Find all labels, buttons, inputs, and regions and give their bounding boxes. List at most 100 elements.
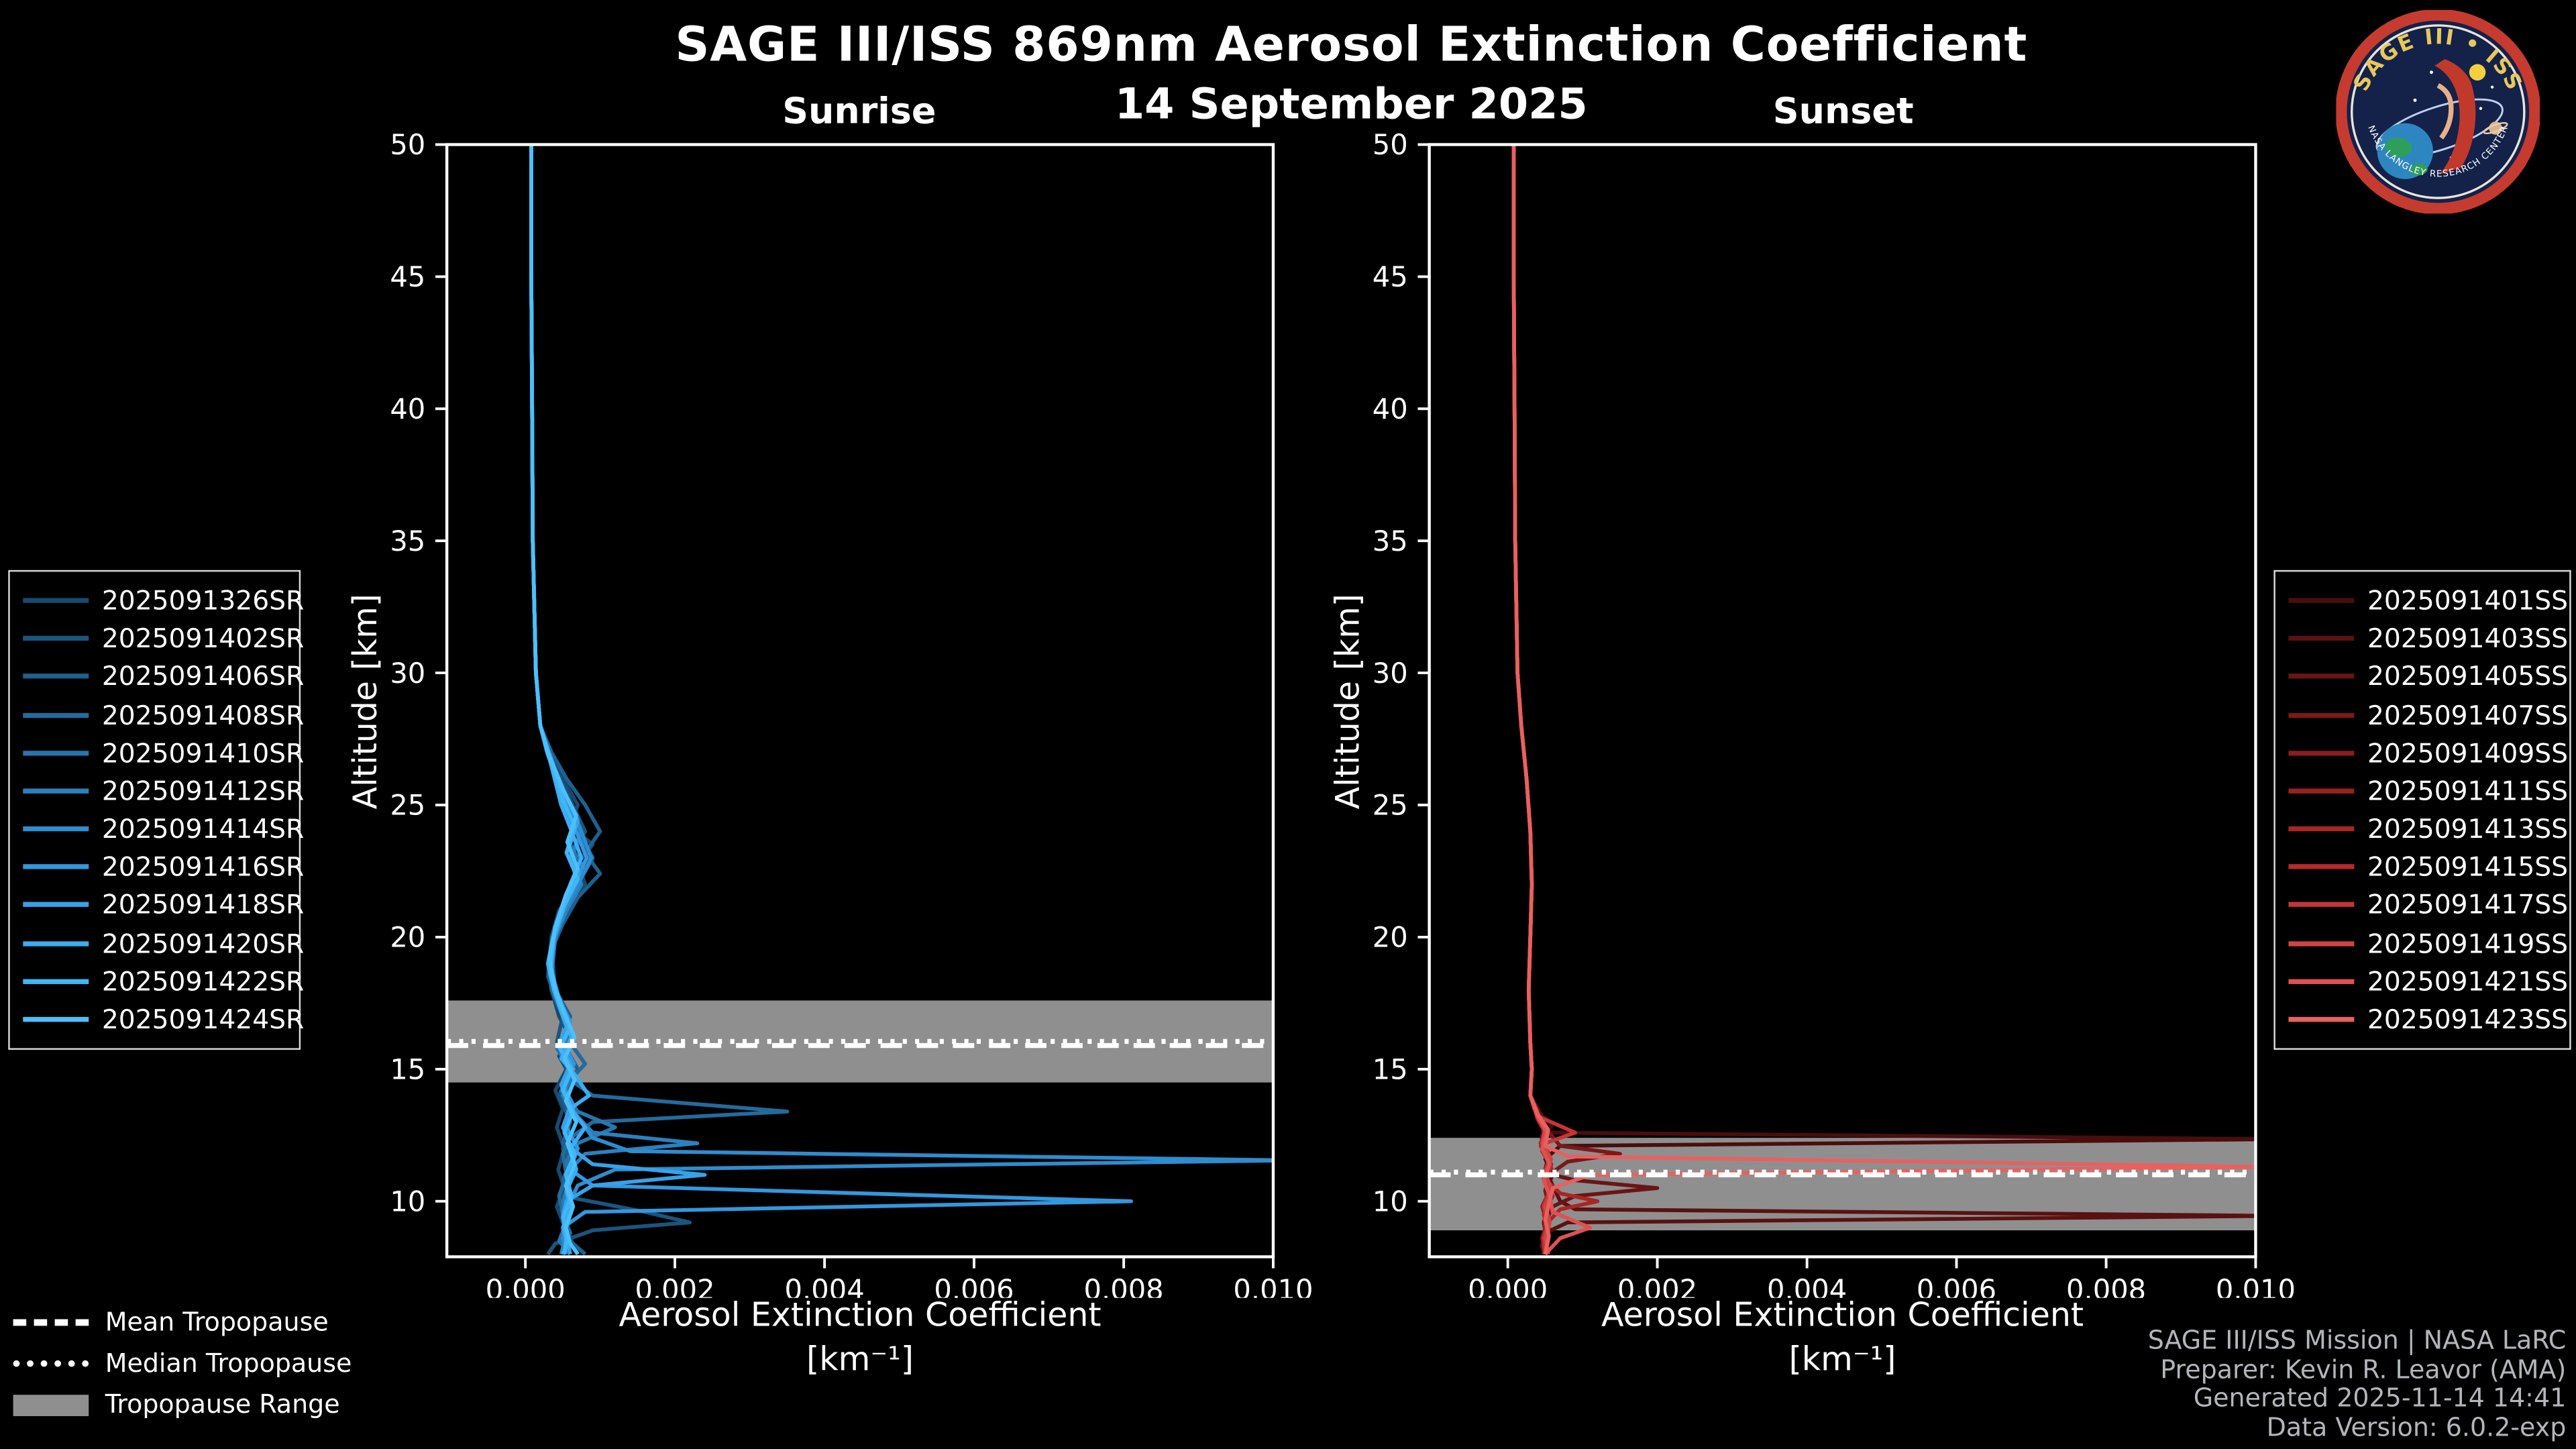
footer-line: Generated 2025-11-14 14:41 <box>2193 1383 2567 1414</box>
y-tick-label: 30 <box>1373 657 1408 690</box>
legend-label: 2025091409SS <box>2367 737 2569 769</box>
mean-tropopause-legend-item: Mean Tropopause <box>13 1306 352 1339</box>
legend-label: 2025091421SS <box>2367 965 2569 998</box>
tropopause-range-legend-item: Tropopause Range <box>13 1388 352 1421</box>
legend-label: 2025091326SR <box>101 585 305 616</box>
legend-label: 2025091419SS <box>2367 927 2569 959</box>
sunrise-xlabel-units: [km⁻¹] <box>806 1338 914 1379</box>
legend-item-2025091419SS: 2025091419SS <box>2288 924 2568 963</box>
profile-line-2025091405SS <box>1511 144 1660 1255</box>
legend-line-swatch <box>2288 598 2355 603</box>
legend-label: 2025091407SS <box>2367 699 2569 731</box>
legend-line-swatch <box>2288 826 2355 832</box>
sunset-xlabel-units: [km⁻¹] <box>1788 1338 1896 1379</box>
legend-label: 2025091422SR <box>101 965 305 998</box>
y-tick-label: 10 <box>390 1185 425 1218</box>
legend-line-swatch <box>2288 674 2355 680</box>
legend-item-2025091417SS: 2025091417SS <box>2288 886 2568 924</box>
legend-item-2025091408SR: 2025091408SR <box>23 696 304 734</box>
logo-sun <box>2469 64 2486 81</box>
legend-line-swatch <box>23 941 89 946</box>
legend-item-2025091415SS: 2025091415SS <box>2288 848 2568 886</box>
y-tick-label: 45 <box>1373 260 1408 293</box>
x-tick-label: 0.010 <box>2216 1273 2296 1298</box>
logo-sage-figure <box>2434 59 2476 174</box>
legend-line-swatch <box>23 826 89 832</box>
legend-line-swatch <box>23 1016 89 1022</box>
y-tick-label: 40 <box>1373 392 1408 425</box>
legend-item-2025091421SS: 2025091421SS <box>2288 962 2568 1000</box>
profile-line-2025091413SS <box>1511 144 1600 1255</box>
legend-label: 2025091402SR <box>101 623 305 655</box>
legend-item-2025091406SR: 2025091406SR <box>23 657 304 696</box>
legend-label: 2025091401SS <box>2367 585 2569 616</box>
legend-item-2025091413SS: 2025091413SS <box>2288 810 2568 848</box>
x-tick-label: 0.000 <box>1468 1273 1548 1298</box>
legend-item-2025091401SS: 2025091401SS <box>2288 582 2568 620</box>
plot-frame <box>445 143 1275 1258</box>
sunset-panel-title: Sunset <box>1772 92 1914 133</box>
x-tick-label: 0.002 <box>1617 1273 1697 1298</box>
tropopause-legend: Mean Tropopause Median Tropopause Tropop… <box>13 1306 352 1421</box>
page-title: SAGE III/ISS 869nm Aerosol Extinction Co… <box>675 16 2028 72</box>
legend-label: 2025091418SR <box>101 890 305 921</box>
legend-item-2025091409SS: 2025091409SS <box>2288 734 2568 772</box>
y-tick-label: 20 <box>1373 921 1408 954</box>
y-tick-label: 45 <box>390 260 425 293</box>
y-tick-label: 20 <box>390 921 425 954</box>
legend-item-2025091326SR: 2025091326SR <box>23 582 304 620</box>
x-tick-label: 0.004 <box>785 1273 865 1298</box>
legend-line-swatch <box>23 902 89 908</box>
legend-line-swatch <box>23 979 89 984</box>
sunset-xlabel: Aerosol Extinction Coefficient <box>1601 1294 2084 1334</box>
legend-label: 2025091403SS <box>2367 623 2569 655</box>
legend-label: 2025091423SS <box>2367 1004 2569 1035</box>
legend-line-swatch <box>2288 864 2355 870</box>
y-tick-label: 50 <box>390 128 425 161</box>
plot-frame <box>1428 143 2257 1258</box>
footer-line: Preparer: Kevin R. Leavor (AMA) <box>2160 1354 2567 1385</box>
median-tropopause-legend-item: Median Tropopause <box>13 1347 352 1380</box>
profile-line-2025091421SS <box>1511 144 1593 1256</box>
profile-line-2025091417SS <box>1511 144 1577 1255</box>
logo-saturn <box>2489 121 2502 135</box>
footer-credits: SAGE III/ISS Mission | NASA LaRC Preparer… <box>2147 1325 2567 1444</box>
profile-line-2025091401SS <box>1511 144 2256 1255</box>
dashed-line-swatch <box>13 1319 89 1326</box>
legend-item-2025091410SR: 2025091410SR <box>23 734 304 772</box>
footer-line: SAGE III/ISS Mission | NASA LaRC <box>2147 1325 2567 1355</box>
legend-item-2025091414SR: 2025091414SR <box>23 810 304 848</box>
legend-item-2025091403SS: 2025091403SS <box>2288 620 2568 658</box>
legend-label: 2025091416SR <box>101 851 305 883</box>
legend-label: 2025091413SS <box>2367 813 2569 845</box>
legend-label: 2025091417SS <box>2367 890 2569 921</box>
legend-line-swatch <box>23 636 89 641</box>
legend-item-2025091418SR: 2025091418SR <box>23 886 304 924</box>
x-tick-label: 0.008 <box>1084 1273 1164 1298</box>
legend-line-swatch <box>23 788 89 794</box>
legend-line-swatch <box>2288 788 2355 794</box>
legend-item-2025091412SR: 2025091412SR <box>23 772 304 810</box>
legend-line-swatch <box>23 864 89 870</box>
sunrise-panel-title: Sunrise <box>782 92 936 133</box>
legend-line-swatch <box>2288 636 2355 641</box>
legend-line-swatch <box>2288 712 2355 718</box>
sunset-legend: 2025091401SS 2025091403SS 2025091405SS 2025… <box>2273 570 2571 1050</box>
x-tick-label: 0.010 <box>1233 1273 1313 1298</box>
x-tick-label: 0.006 <box>1917 1273 1996 1298</box>
legend-item-2025091411SS: 2025091411SS <box>2288 772 2568 810</box>
footer-line: Data Version: 6.0.2-exp <box>2266 1413 2567 1443</box>
legend-label: 2025091412SR <box>101 775 305 807</box>
profile-line-2025091416SR <box>529 144 1133 1255</box>
sunrise-legend: 2025091326SR 2025091402SR 2025091406SR 2025… <box>8 570 305 1050</box>
legend-line-swatch <box>2288 979 2355 984</box>
y-tick-label: 30 <box>390 657 425 690</box>
legend-label: 2025091420SR <box>101 927 305 959</box>
legend-line-swatch <box>2288 941 2355 946</box>
legend-line-swatch <box>2288 902 2355 908</box>
legend-item-2025091402SR: 2025091402SR <box>23 620 304 658</box>
legend-line-swatch <box>23 750 89 755</box>
y-tick-label: 25 <box>390 789 425 822</box>
y-tick-label: 25 <box>1373 789 1408 822</box>
